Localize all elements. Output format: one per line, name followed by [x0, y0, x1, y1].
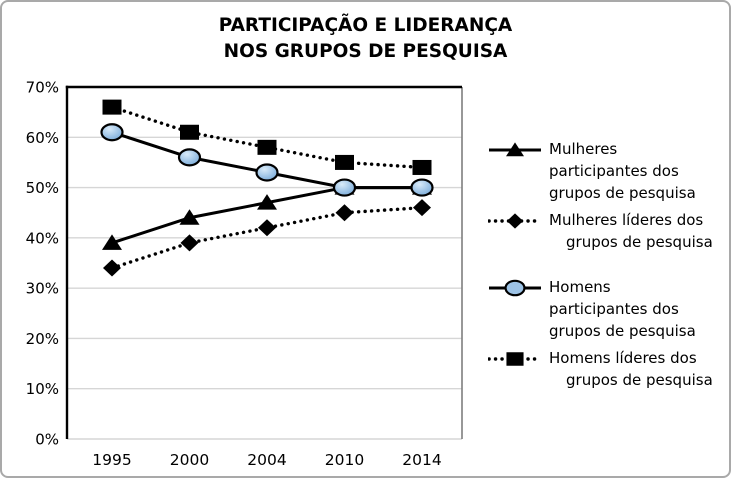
legend-label: Homens líderes dos grupos de pesquisa [549, 349, 713, 389]
circle-marker-icon [410, 178, 434, 197]
legend-entry-homens-lideres: Homens líderes dos grupos de pesquisa [488, 347, 729, 391]
diamond-marker-icon [258, 219, 276, 237]
circle-marker-icon [177, 148, 202, 167]
square-marker-icon [506, 352, 524, 366]
square-marker-icon [335, 154, 354, 170]
circle-marker-icon [332, 178, 357, 197]
y-tick-label: 40% [26, 229, 59, 247]
square-marker-icon [180, 124, 199, 140]
triangle-legend-marker-icon [489, 142, 541, 157]
circle-marker-icon [100, 123, 124, 142]
x-tick-label: 2004 [247, 451, 286, 469]
square-legend-marker-icon [488, 352, 542, 366]
y-tick-label: 20% [26, 330, 59, 348]
x-tick-label: 2010 [325, 451, 364, 469]
y-tick-label: 70% [26, 79, 59, 97]
chart-title-line1: PARTICIPAÇÃO E LIDERANÇA [218, 15, 513, 36]
diamond-marker-icon [413, 199, 431, 217]
diamond-marker-icon [335, 204, 354, 222]
legend: Mulheres participantes dos grupos de pesqu… [488, 138, 729, 396]
square-marker-icon [412, 159, 432, 175]
y-tick-label: 50% [26, 179, 59, 197]
x-tick-label: 1995 [92, 451, 131, 469]
triangle-marker-icon [506, 142, 524, 157]
triangle-marker-icon [179, 209, 200, 225]
legend-label: Homens participantes dos grupos de pesquis… [549, 278, 696, 340]
square-marker-icon [257, 139, 277, 155]
x-tick-label: 2014 [402, 451, 441, 469]
legend-entry-mulheres-lideres: Mulheres líderes dos grupos de pesquisa [488, 209, 729, 253]
square-marker-icon [102, 99, 122, 115]
x-tick-label: 2000 [170, 451, 209, 469]
triangle-marker-icon [257, 194, 277, 210]
diamond-marker-icon [180, 234, 199, 252]
y-tick-label: 60% [26, 129, 59, 147]
diamond-marker-icon [506, 213, 524, 229]
y-tick-label: 0% [35, 431, 59, 449]
series-line-homens-lideres [110, 105, 424, 170]
y-tick-label: 10% [26, 380, 59, 398]
circle-legend-marker-icon [489, 279, 541, 297]
diamond-legend-marker-icon [488, 213, 542, 229]
legend-label: Mulheres líderes dos grupos de pesquisa [549, 211, 713, 251]
legend-entry-mulheres-participantes: Mulheres participantes dos grupos de pesqu… [488, 138, 729, 204]
diamond-marker-icon [103, 259, 121, 277]
circle-marker-icon [255, 163, 279, 182]
triangle-marker-icon [102, 234, 122, 250]
legend-entry-homens-participantes: Homens participantes dos grupos de pesquis… [488, 276, 729, 342]
chart-title: PARTICIPAÇÃO E LIDERANÇA NOS GRUPOS DE P… [2, 2, 729, 65]
circle-marker-icon [504, 279, 526, 297]
y-tick-label: 30% [26, 280, 59, 298]
chart-title-line2: NOS GRUPOS DE PESQUISA [223, 41, 508, 62]
plot-area: 0% 10% 20% 30% 40% 50% 60% 70% 1995 2000 2004 2010 2… [26, 79, 463, 469]
series-line-mulheres-lideres [110, 205, 424, 270]
legend-label: Mulheres participantes dos grupos de pesqu… [549, 140, 696, 202]
